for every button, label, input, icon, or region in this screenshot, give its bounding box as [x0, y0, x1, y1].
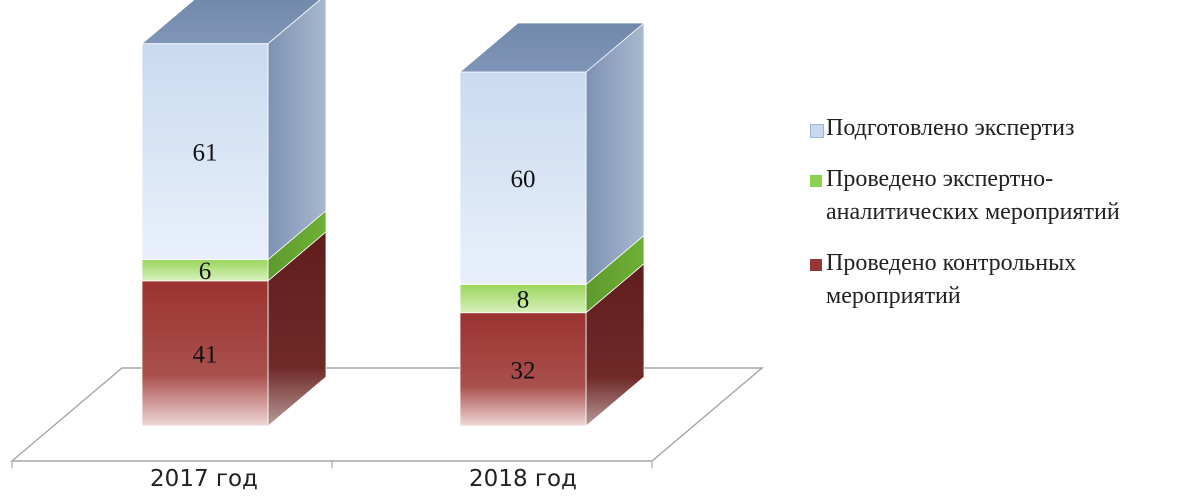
- value-labels-layer: 41 6 61 32 8 60: [193, 140, 536, 385]
- bar-segment-control: [141, 280, 269, 427]
- value-label-analytical: 8: [517, 287, 530, 314]
- legend-label: Подготовлено экспертиз: [826, 115, 1075, 141]
- bar-segment-analytical: [459, 283, 587, 314]
- bar-top: [140, 0, 321, 45]
- legend-swatch-red: [810, 259, 822, 271]
- value-label-control: 41: [193, 341, 218, 368]
- category-label-2017: 2017 год: [150, 466, 258, 492]
- legend-label: Проведено контрольных мероприятий: [826, 250, 1077, 309]
- value-label-control: 32: [511, 357, 536, 384]
- category-label-2018: 2018 год: [469, 466, 577, 492]
- legend-item-analytical: Проведено экспертно-аналитических меропр…: [804, 163, 1189, 229]
- bar-segment-expertise: [141, 43, 269, 261]
- value-label-expertise: 61: [193, 140, 218, 167]
- bar-segment-expertise: [459, 71, 587, 285]
- bars-layer: [140, 0, 646, 427]
- legend-swatch-blue: [810, 124, 824, 138]
- legend-label: Проведено экспертно-аналитических меропр…: [826, 166, 1120, 225]
- legend-swatch-green: [810, 175, 822, 187]
- value-label-expertise: 60: [511, 166, 536, 193]
- bar-segment-control: [459, 312, 587, 427]
- bar-top: [458, 22, 646, 73]
- legend-item-expertise: Подготовлено экспертиз: [804, 112, 1189, 145]
- value-label-analytical: 6: [199, 258, 212, 285]
- legend: Подготовлено экспертиз Проведено эксперт…: [804, 112, 1189, 331]
- legend-item-control: Проведено контрольных мероприятий: [804, 247, 1189, 313]
- chart-floor: [10, 367, 764, 462]
